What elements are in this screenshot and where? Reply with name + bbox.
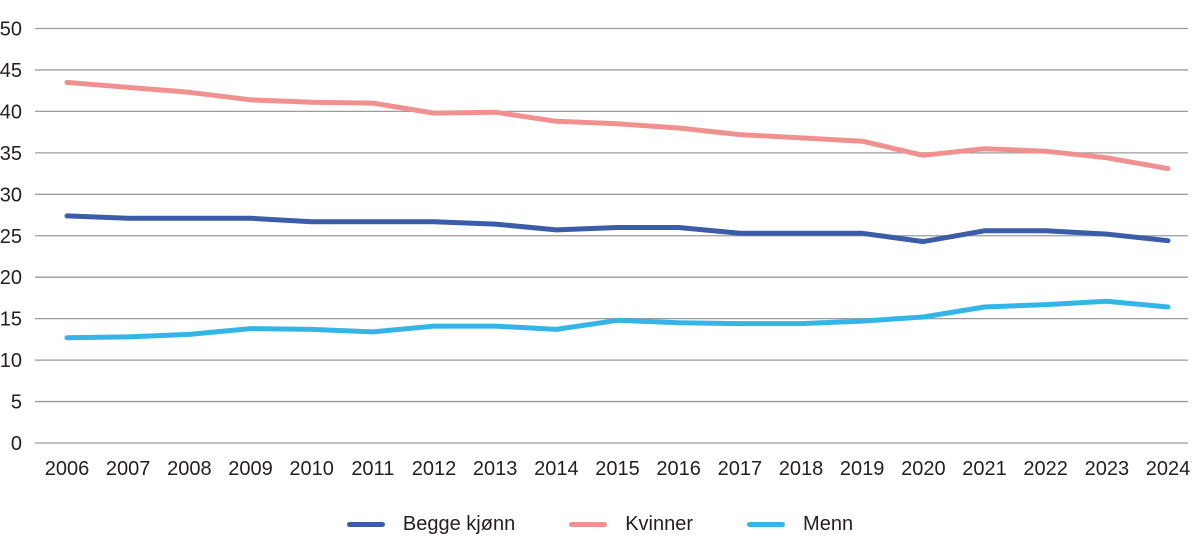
legend-item-begge-kj-nn: Begge kjønn xyxy=(346,513,516,535)
x-tick-label-2016: 2016 xyxy=(656,458,701,480)
x-tick-label-2006: 2006 xyxy=(45,458,90,480)
series-line-menn xyxy=(64,298,1171,341)
x-tick-label-2010: 2010 xyxy=(289,458,334,480)
legend-swatch-icon xyxy=(569,521,608,527)
y-tick-label-30: 30 xyxy=(0,184,22,206)
series-line-begge-kj-nn xyxy=(64,213,1171,245)
x-tick-label-2020: 2020 xyxy=(901,458,946,480)
x-tick-label-2012: 2012 xyxy=(412,458,457,480)
x-tick-label-2022: 2022 xyxy=(1023,458,1068,480)
x-tick-label-2013: 2013 xyxy=(473,458,518,480)
y-tick-label-35: 35 xyxy=(0,143,22,165)
legend-swatch-icon xyxy=(747,521,786,527)
x-tick-label-2007: 2007 xyxy=(106,458,151,480)
x-tick-label-2011: 2011 xyxy=(351,458,394,480)
legend-label: Kvinner xyxy=(625,513,694,535)
y-tick-label-20: 20 xyxy=(0,267,22,289)
legend-label: Menn xyxy=(803,513,854,535)
series-line-kvinner xyxy=(64,79,1171,172)
y-tick-label-40: 40 xyxy=(0,101,22,123)
y-tick-label-0: 0 xyxy=(11,433,22,455)
x-tick-label-2009: 2009 xyxy=(228,458,273,480)
y-tick-label-50: 50 xyxy=(0,19,22,41)
y-tick-label-45: 45 xyxy=(0,60,22,82)
x-tick-label-2014: 2014 xyxy=(534,458,579,480)
legend-item-menn: Menn xyxy=(747,514,853,534)
chart-canvas: 0 5 10 15 20 25 30 35 40 45 50 2006 2007 2008 2009 2010… xyxy=(0,19,1191,481)
chart-legend: Begge kjønn Kvinner Menn xyxy=(0,514,1200,534)
legend-swatch-icon xyxy=(346,521,385,527)
x-tick-label-2015: 2015 xyxy=(595,458,640,480)
legend-item-kvinner: Kvinner xyxy=(569,514,693,534)
x-tick-label-2023: 2023 xyxy=(1085,458,1130,480)
x-tick-label-2008: 2008 xyxy=(167,458,212,480)
y-tick-label-15: 15 xyxy=(0,309,22,331)
y-tick-label-5: 5 xyxy=(11,392,22,414)
legend-label: Begge kjønn xyxy=(402,513,516,535)
x-tick-label-2019: 2019 xyxy=(840,458,885,480)
x-tick-label-2018: 2018 xyxy=(779,458,824,480)
x-tick-label-2024: 2024 xyxy=(1146,458,1191,480)
x-tick-label-2017: 2017 xyxy=(718,458,763,480)
x-tick-label-2021: 2021 xyxy=(962,458,1007,480)
y-tick-label-25: 25 xyxy=(0,226,22,248)
y-tick-label-10: 10 xyxy=(0,350,22,372)
